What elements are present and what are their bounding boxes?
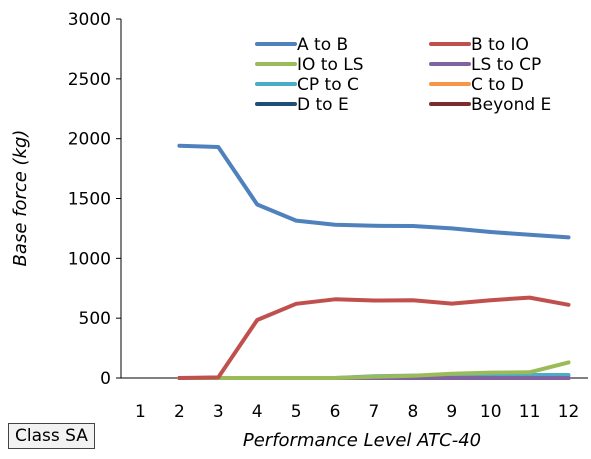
x-axis-ticks: 1 2 3 4 5 6 7 8 9 10 11 12 <box>135 402 579 422</box>
legend: A to B B to IO IO to LS LS to CP CP to C C to… <box>255 35 551 115</box>
x-tick-label: 6 <box>330 402 341 422</box>
y-tick-label: 3000 <box>68 10 111 30</box>
y-tick-label: 2000 <box>68 130 111 150</box>
x-tick-label: 10 <box>480 402 502 422</box>
class-label: Class SA <box>8 423 95 449</box>
legend-entry-label: IO to LS <box>297 55 364 75</box>
y-tick-label: 1000 <box>68 249 111 269</box>
legend-entry-label: Beyond E <box>471 95 551 115</box>
x-tick-label: 3 <box>213 402 224 422</box>
series-line-b-to-io <box>177 295 571 380</box>
series-line-a-to-b <box>177 143 571 240</box>
x-tick-label: 12 <box>558 402 580 422</box>
series-lines <box>177 143 571 380</box>
y-tick-label: 1500 <box>68 190 111 210</box>
x-tick-label: 11 <box>519 402 541 422</box>
y-tick-label: 0 <box>100 369 111 389</box>
legend-entry-label: D to E <box>297 95 349 115</box>
legend-entry-label: C to D <box>471 75 524 95</box>
legend-entry-label: A to B <box>297 35 348 55</box>
y-axis-ticks: 0 500 1000 1500 2000 2500 3000 <box>68 10 121 389</box>
legend-entry-label: CP to C <box>297 75 359 95</box>
x-tick-label: 4 <box>252 402 263 422</box>
series-line-io-to-ls <box>177 360 571 380</box>
y-tick-label: 2500 <box>68 70 111 90</box>
x-tick-label: 1 <box>135 402 146 422</box>
legend-entry-label: LS to CP <box>471 55 541 75</box>
y-axis-title: Base force (kg) <box>10 130 31 267</box>
x-tick-label: 9 <box>446 402 457 422</box>
x-tick-label: 5 <box>291 402 302 422</box>
x-tick-label: 2 <box>174 402 185 422</box>
x-axis-title: Performance Level ATC-40 <box>243 430 481 451</box>
x-tick-label: 8 <box>407 402 418 422</box>
y-tick-label: 500 <box>79 309 111 329</box>
x-tick-label: 7 <box>369 402 380 422</box>
legend-entry-label: B to IO <box>471 35 529 55</box>
